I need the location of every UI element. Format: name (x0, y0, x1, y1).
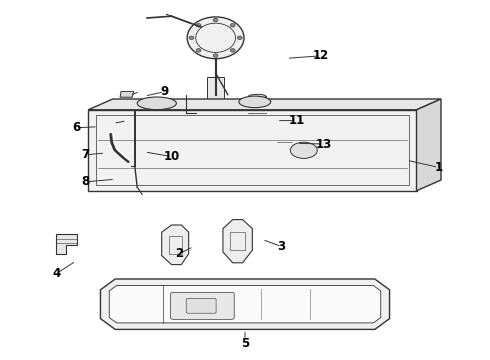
Polygon shape (109, 285, 381, 323)
Circle shape (196, 49, 201, 52)
Polygon shape (265, 139, 299, 146)
Circle shape (128, 175, 136, 181)
Text: 13: 13 (315, 138, 332, 150)
Polygon shape (416, 99, 441, 191)
Circle shape (99, 121, 111, 130)
Circle shape (196, 23, 201, 27)
Ellipse shape (248, 127, 266, 131)
Polygon shape (120, 91, 134, 97)
Polygon shape (207, 77, 224, 109)
Circle shape (213, 18, 218, 22)
Ellipse shape (248, 94, 266, 99)
Text: 8: 8 (82, 175, 90, 188)
Text: 10: 10 (163, 150, 180, 163)
Polygon shape (124, 119, 128, 124)
Ellipse shape (290, 142, 318, 158)
Polygon shape (223, 220, 252, 263)
Text: 2: 2 (175, 247, 183, 260)
Circle shape (230, 23, 235, 27)
Polygon shape (162, 225, 189, 265)
Ellipse shape (239, 96, 270, 108)
Circle shape (95, 118, 116, 134)
FancyBboxPatch shape (171, 292, 234, 319)
Polygon shape (196, 109, 225, 116)
Circle shape (230, 49, 235, 52)
Circle shape (237, 36, 242, 40)
Text: 12: 12 (313, 49, 329, 62)
Text: 4: 4 (52, 267, 60, 280)
Polygon shape (56, 234, 77, 254)
Text: 11: 11 (288, 114, 305, 127)
Circle shape (213, 54, 218, 57)
Circle shape (187, 17, 244, 59)
Text: 1: 1 (435, 161, 442, 174)
Polygon shape (119, 173, 142, 184)
FancyBboxPatch shape (186, 298, 216, 313)
Text: 7: 7 (82, 148, 90, 161)
Text: 3: 3 (278, 240, 286, 253)
Text: 5: 5 (241, 337, 249, 350)
Text: 6: 6 (72, 121, 80, 134)
Polygon shape (100, 279, 390, 329)
Text: 9: 9 (160, 85, 168, 98)
Ellipse shape (137, 97, 176, 110)
Circle shape (189, 36, 194, 40)
Polygon shape (88, 99, 441, 110)
Polygon shape (248, 96, 266, 129)
Polygon shape (88, 110, 416, 191)
